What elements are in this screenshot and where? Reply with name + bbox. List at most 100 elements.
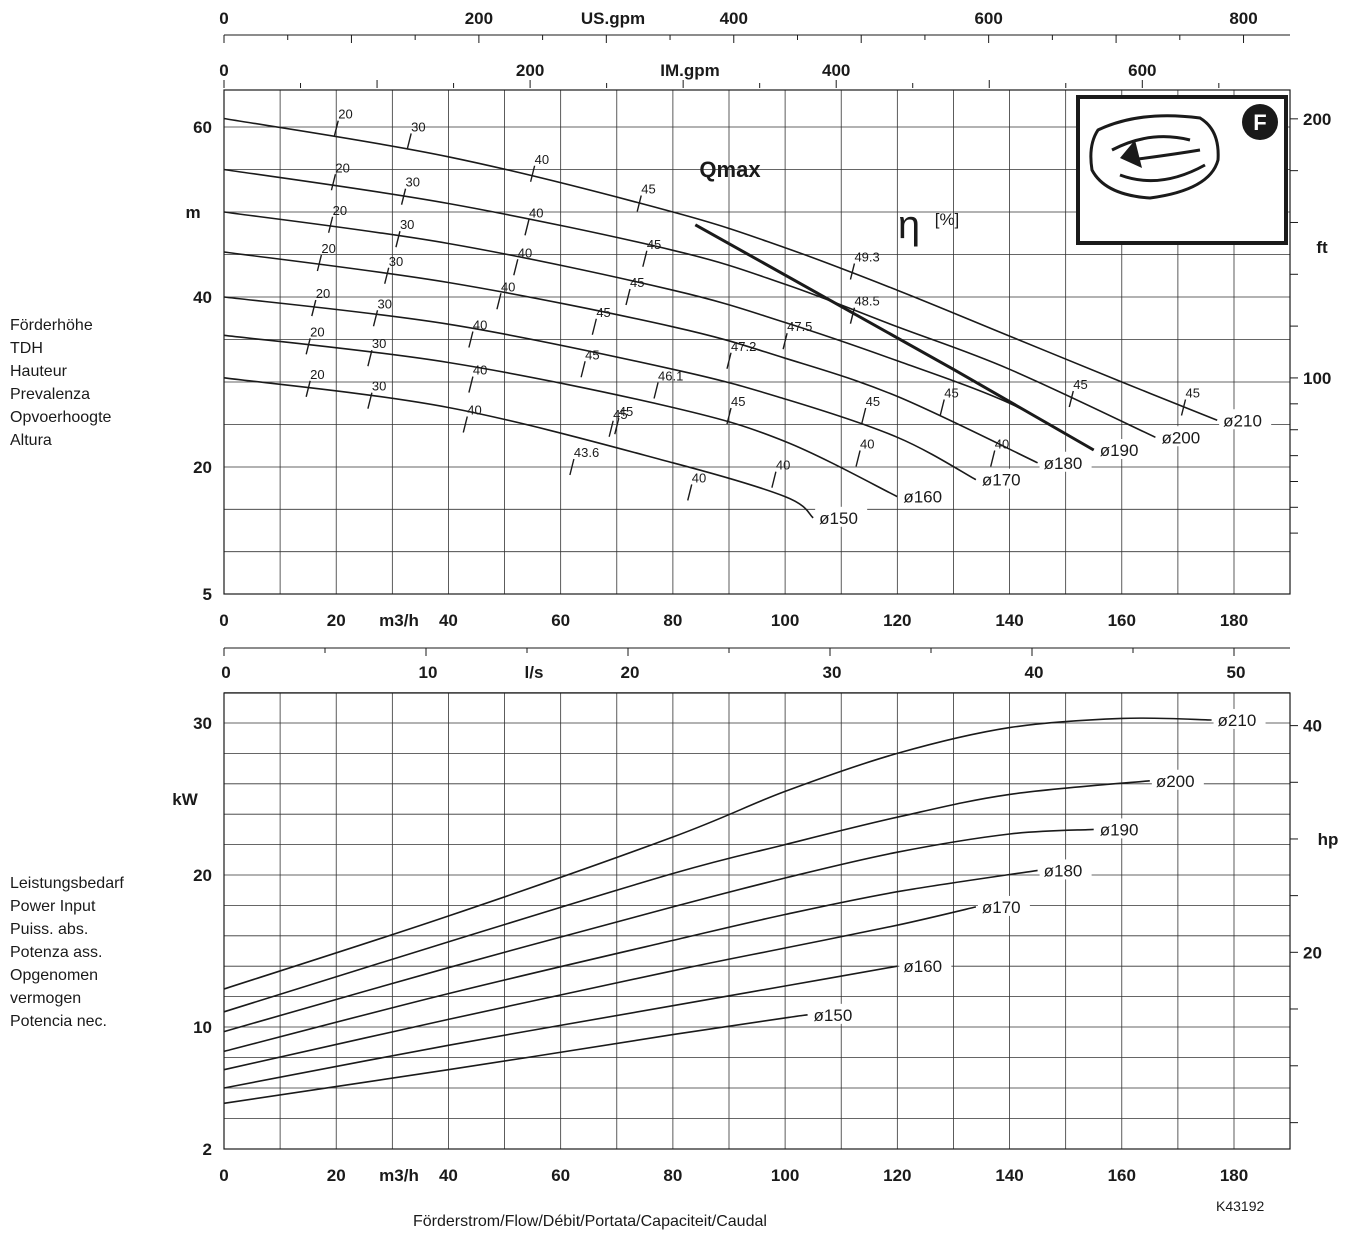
efficiency-label: 45 [613, 407, 627, 422]
efficiency-label: 30 [389, 254, 403, 269]
power-label-en: Power Input [10, 898, 96, 915]
ls-tick-label: 30 [823, 663, 842, 682]
efficiency-label: 30 [372, 379, 386, 394]
efficiency-tick [468, 376, 474, 393]
power-x-tick-label: 160 [1108, 1166, 1136, 1185]
head-x-tick-label: 160 [1108, 611, 1136, 630]
efficiency-label: 40 [860, 437, 874, 452]
head-curve-label: ø170 [982, 471, 1021, 490]
power-curve-d180 [223, 869, 1038, 1053]
efficiency-label: 40 [467, 403, 481, 418]
head-y-tick-label: 60 [193, 118, 212, 137]
power-curve-label-bg [1095, 818, 1148, 839]
efficiency-label: 20 [310, 367, 324, 382]
impeller-hub [1120, 140, 1142, 168]
head-curve-d210 [223, 117, 1218, 422]
efficiency-label: 46.1 [658, 369, 683, 384]
power-curve-label-bg [1039, 859, 1092, 880]
power-curve-label: ø170 [982, 898, 1021, 917]
efficiency-tick [395, 231, 401, 248]
power-curve-d210 [223, 717, 1212, 990]
power-curve-label-bg [899, 955, 952, 976]
efficiency-label: 45 [731, 394, 745, 409]
head-panel: 0 200 400 600 800 US.gpm 0 200 400 600 IM.gpm 0 20 40… [185, 9, 1331, 630]
head-x-tick-label: 120 [883, 611, 911, 630]
efficiency-label: 49.3 [854, 250, 879, 265]
head-axis-description: Förderhöhe TDH Hauteur Prevalenza Opvoer… [10, 314, 111, 452]
efficiency-tick [569, 458, 575, 476]
hp-tick-label: 20 [1303, 943, 1322, 962]
power-curve-d150 [223, 1014, 808, 1105]
power-x-tick-label: 0 [219, 1166, 228, 1185]
power-curve-label: ø150 [814, 1006, 853, 1025]
head-label-it: Prevalenza [10, 386, 91, 403]
head-curve-d170 [223, 296, 977, 481]
head-curve-label-bg [1157, 426, 1210, 447]
power-axis-description: Leistungsbedarf Power Input Puiss. abs. … [10, 872, 124, 1033]
efficiency-label: 45 [596, 305, 610, 320]
us-gpm-tick-label: 800 [1229, 9, 1257, 28]
ls-tick-label: 10 [419, 663, 438, 682]
power-x-tick-label: 20 [327, 1166, 346, 1185]
efficiency-tick [367, 350, 373, 367]
efficiency-label: 40 [501, 279, 515, 294]
efficiency-tick [529, 165, 536, 182]
efficiency-label: 47.5 [787, 319, 812, 334]
efficiency-tick [468, 331, 474, 348]
efficiency-label: 45 [641, 182, 655, 197]
power-y-tick-label: 20 [193, 866, 212, 885]
head-x-tick-label: 180 [1220, 611, 1248, 630]
ft-unit-label: ft [1316, 238, 1328, 257]
head-curve-d160 [223, 334, 898, 498]
efficiency-tick [642, 250, 648, 267]
us-gpm-tick-label: 600 [974, 9, 1002, 28]
power-panel: 0 10 20 30 40 50 l/s 0 20 40 60 80 100 120 140 160 180 m3… [172, 647, 1339, 1185]
power-curve-d190 [223, 828, 1094, 1033]
power-label-es: Potencia nec. [10, 1013, 107, 1030]
head-curve-d150 [223, 377, 814, 519]
efficiency-label: 20 [321, 241, 335, 256]
ls-tick-label: 20 [621, 663, 640, 682]
efficiency-label: 20 [333, 203, 347, 218]
im-gpm-tick-label: 600 [1128, 61, 1156, 80]
head-x-tick-label: 60 [551, 611, 570, 630]
efficiency-label: 40 [529, 205, 543, 220]
power-curve-label-bg [1151, 769, 1204, 790]
efficiency-label: 40 [692, 470, 706, 485]
im-gpm-tick-label: 200 [516, 61, 544, 80]
power-y-tick-label: 2 [203, 1140, 212, 1159]
efficiency-tick [726, 407, 732, 425]
hp-unit-label: hp [1318, 830, 1339, 849]
efficiency-tick [653, 382, 659, 399]
head-x-tick-label: 0 [219, 611, 228, 630]
efficiency-label: 20 [316, 286, 330, 301]
head-x-tick-label: 40 [439, 611, 458, 630]
ft-tick-label: 100 [1303, 369, 1331, 388]
head-x-tick-label: 80 [663, 611, 682, 630]
ls-tick-label: 0 [221, 663, 230, 682]
efficiency-label: 47.2 [731, 339, 756, 354]
power-x-tick-label: 80 [663, 1166, 682, 1185]
power-label-nl-1: Opgenomen [10, 967, 99, 984]
badge-circle [1242, 104, 1278, 140]
power-x-tick-label: 180 [1220, 1166, 1248, 1185]
head-curve-label-bg [1095, 439, 1148, 459]
power-curve-label: ø160 [903, 957, 942, 976]
power-curve-d170 [223, 906, 977, 1071]
power-label-nl-2: vermogen [10, 990, 82, 1007]
impeller-icon [1089, 114, 1220, 200]
efficiency-tick [462, 416, 468, 433]
efficiency-label: 30 [411, 119, 425, 134]
power-x-tick-label: 120 [883, 1166, 911, 1185]
efficiency-label: 20 [310, 324, 324, 339]
head-x-unit-label: m3/h [379, 611, 419, 630]
head-x-tick-label: 140 [995, 611, 1023, 630]
head-label-es: Altura [10, 432, 52, 449]
us-gpm-tick-label: 200 [465, 9, 493, 28]
efficiency-label: 20 [338, 107, 352, 122]
head-curve-d190 [223, 211, 1095, 451]
efficiency-tick [316, 254, 323, 272]
hp-tick-label: 40 [1303, 717, 1322, 736]
efficiency-tick [990, 450, 996, 467]
efficiency-label: 45 [944, 386, 958, 401]
